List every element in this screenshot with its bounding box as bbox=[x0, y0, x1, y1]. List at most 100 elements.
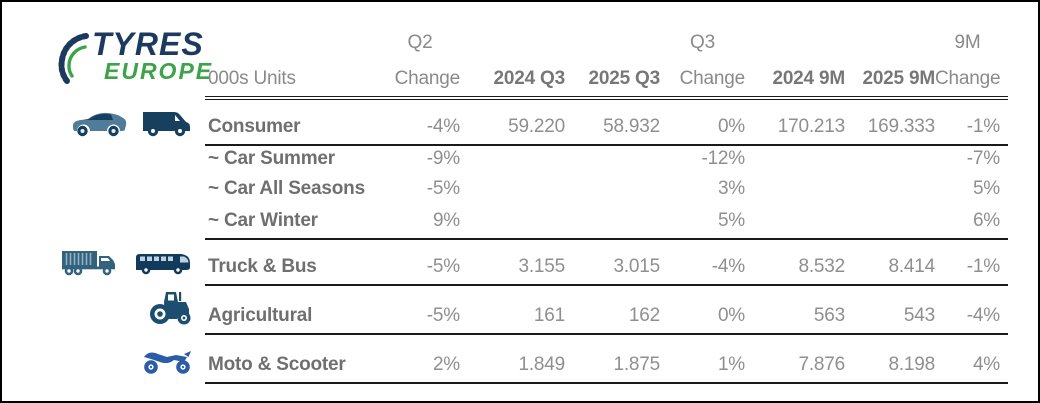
cell-2025-9m: 8.198 bbox=[845, 334, 935, 384]
col-header-2024-9m: 2024 9M bbox=[745, 60, 845, 100]
row-label: Agricultural bbox=[205, 285, 380, 335]
row-label: Truck & Bus bbox=[205, 239, 380, 286]
header-9m-group: 9M bbox=[954, 32, 981, 53]
cell-2025-q3: 162 bbox=[565, 285, 660, 335]
logo-europe-text: EUROPE bbox=[104, 58, 214, 85]
cell-q2-change: -4% bbox=[380, 98, 460, 146]
col-header-2024-q3: 2024 Q3 bbox=[460, 60, 565, 100]
header-spacer bbox=[2, 60, 205, 98]
cell-2024-q3: 161 bbox=[460, 285, 565, 335]
cell-2025-9m: 169.333 bbox=[845, 98, 935, 146]
cell-2025-q3 bbox=[565, 145, 660, 176]
cell-2024-q3 bbox=[460, 206, 565, 240]
cell-q3-change: 3% bbox=[717, 178, 745, 199]
row-icon-spacer bbox=[2, 206, 205, 239]
agricultural-icons bbox=[2, 285, 205, 334]
cell-q3-change: 5% bbox=[660, 206, 745, 240]
cell-q2-change: 9% bbox=[380, 206, 460, 240]
col-header-2025-q3: 2025 Q3 bbox=[565, 60, 660, 100]
moto-scooter-icons bbox=[2, 334, 205, 383]
cell-2024-q3: 3.155 bbox=[460, 239, 565, 286]
cell-9m-change: 5% bbox=[972, 178, 1000, 199]
cell-2024-9m bbox=[745, 145, 845, 176]
tyre-swoosh-icon bbox=[58, 33, 89, 84]
car-icon bbox=[72, 112, 127, 137]
van-icon bbox=[143, 112, 190, 137]
cell-9m-change: -1% bbox=[935, 98, 1008, 146]
cell-2024-9m: 7.876 bbox=[745, 334, 845, 384]
col-header-q3-change: Change bbox=[660, 60, 745, 100]
table-row-agricultural: Agricultural -5% 161 162 0% 563 543 -4% bbox=[2, 285, 1008, 335]
row-icon-spacer bbox=[2, 145, 205, 176]
logo-tyres-text: TYRES bbox=[92, 26, 204, 62]
logo-wordmark: TYRES EUROPE bbox=[92, 26, 214, 85]
cell-q2-change: -5% bbox=[380, 285, 460, 335]
cell-2025-9m bbox=[845, 206, 935, 240]
units-label: 000s Units bbox=[205, 60, 380, 100]
truck-bus-icons bbox=[2, 239, 205, 285]
table-row-moto-scooter: Moto & Scooter 2% 1.849 1.875 1% 7.876 8… bbox=[2, 334, 1008, 384]
cell-2024-9m: 170.213 bbox=[745, 98, 845, 146]
cell-q3-change: 1% bbox=[660, 334, 745, 384]
cell-q2-change: 2% bbox=[380, 334, 460, 384]
table-row-car-summer: ~ Car Summer -9% -12% -7% bbox=[2, 145, 1008, 176]
cell-9m-change: -4% bbox=[935, 285, 1008, 335]
cell-2024-9m bbox=[745, 176, 845, 206]
cell-q2-change: -5% bbox=[426, 178, 460, 199]
cell-2024-q3: 1.849 bbox=[460, 334, 565, 384]
truck-icon bbox=[61, 251, 115, 276]
col-header-q2-change: Change bbox=[380, 60, 460, 100]
cell-2024-9m bbox=[745, 206, 845, 240]
tyres-europe-logo: TYRES EUROPE bbox=[50, 26, 214, 89]
cell-9m-change: 6% bbox=[935, 206, 1008, 240]
cell-q3-change: 0% bbox=[660, 98, 745, 146]
header-q3-group: Q3 bbox=[690, 32, 715, 53]
cell-2025-q3 bbox=[565, 206, 660, 240]
header-spacer bbox=[460, 4, 565, 60]
tractor-icon bbox=[150, 292, 191, 325]
row-label: Moto & Scooter bbox=[205, 334, 380, 384]
row-label: ~ Car All Seasons bbox=[208, 178, 365, 199]
cell-q3-change: -12% bbox=[701, 148, 745, 169]
cell-2025-9m bbox=[845, 176, 935, 206]
row-label: Consumer bbox=[205, 98, 380, 146]
row-label: ~ Car Summer bbox=[208, 148, 335, 169]
header-spacer bbox=[745, 4, 845, 60]
cell-q2-change: -9% bbox=[426, 148, 460, 169]
consumer-icons bbox=[2, 98, 205, 145]
cell-q3-change: 0% bbox=[660, 285, 745, 335]
bus-icon bbox=[136, 254, 190, 275]
header-spacer bbox=[2, 4, 205, 60]
col-header-2025-9m: 2025 9M bbox=[845, 60, 935, 100]
cell-9m-change: -7% bbox=[966, 148, 1000, 169]
cell-2025-q3: 1.875 bbox=[565, 334, 660, 384]
cell-9m-change: 4% bbox=[935, 334, 1008, 384]
row-icon-spacer bbox=[2, 176, 205, 206]
cell-9m-change: -1% bbox=[935, 239, 1008, 286]
cell-2025-q3: 3.015 bbox=[565, 239, 660, 286]
cell-q2-change: -5% bbox=[380, 239, 460, 286]
cell-2025-q3: 58.932 bbox=[565, 98, 660, 146]
header-spacer bbox=[205, 4, 380, 60]
cell-2024-9m: 563 bbox=[745, 285, 845, 335]
table-row-car-winter: ~ Car Winter 9% 5% 6% bbox=[2, 206, 1008, 240]
cell-2024-q3: 59.220 bbox=[460, 98, 565, 146]
cell-2024-q3 bbox=[460, 145, 565, 176]
table-row-truck-bus: Truck & Bus -5% 3.155 3.015 -4% 8.532 8.… bbox=[2, 239, 1008, 286]
col-header-9m-change: Change bbox=[935, 60, 1008, 100]
cell-2024-9m: 8.532 bbox=[745, 239, 845, 286]
table-row-car-all-seasons: ~ Car All Seasons -5% 3% 5% bbox=[2, 176, 1008, 206]
row-label: ~ Car Winter bbox=[205, 206, 380, 240]
header-group-row: Q2 Q3 9M bbox=[2, 4, 1008, 60]
cell-q3-change: -4% bbox=[660, 239, 745, 286]
cell-2024-q3 bbox=[460, 176, 565, 206]
cell-2025-9m: 543 bbox=[845, 285, 935, 335]
header-q2-group: Q2 bbox=[407, 32, 433, 53]
tyre-sales-table: Q2 Q3 9M 000s Units Change 2024 Q3 2025 … bbox=[2, 4, 1008, 384]
motorcycle-icon bbox=[144, 351, 191, 374]
cell-2025-9m bbox=[845, 145, 935, 176]
table-row-consumer: Consumer -4% 59.220 58.932 0% 170.213 16… bbox=[2, 98, 1008, 146]
header-spacer bbox=[565, 4, 660, 60]
cell-2025-q3 bbox=[565, 176, 660, 206]
